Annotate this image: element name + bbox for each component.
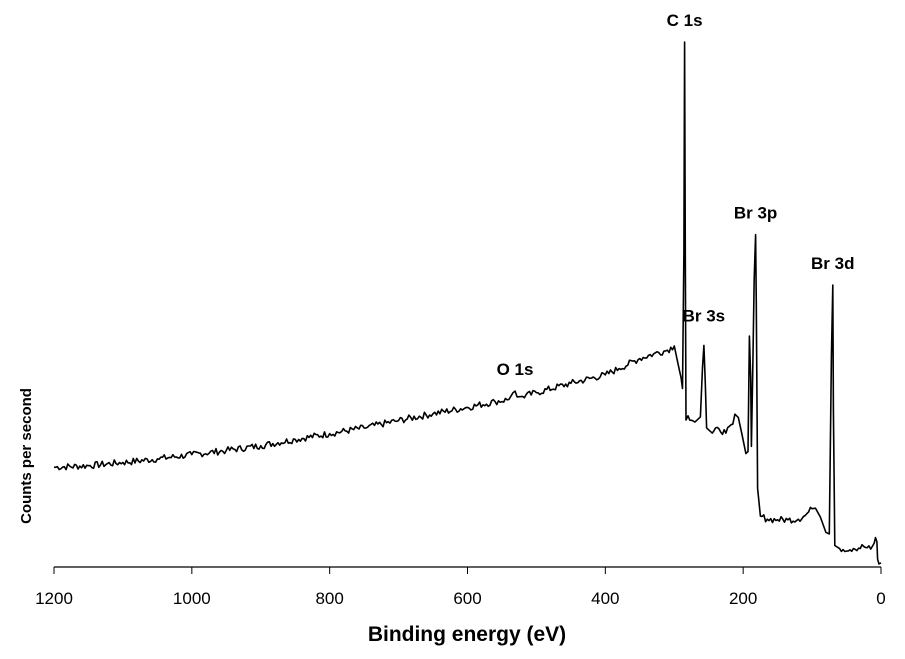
x-tick-label: 1000 <box>173 589 211 608</box>
x-axis-tick-labels: 1200 1000 800 600 400 200 0 <box>35 589 886 608</box>
spectrum-line <box>53 41 882 565</box>
peak-label-o-1s: O 1s <box>497 360 534 379</box>
y-axis-label: Counts per second <box>18 388 35 524</box>
x-axis-label: Binding energy (eV) <box>368 623 566 646</box>
peak-label-br-3d: Br 3d <box>811 254 854 273</box>
x-tick-label: 800 <box>315 589 343 608</box>
x-axis-ticks <box>53 567 882 574</box>
x-tick-label: 200 <box>729 589 757 608</box>
peak-label-br-3p: Br 3p <box>734 204 777 223</box>
x-tick-label: 600 <box>453 589 481 608</box>
peak-label-br-3s: Br 3s <box>683 306 726 325</box>
x-tick-label: 400 <box>591 589 619 608</box>
x-tick-label: 0 <box>876 589 885 608</box>
x-tick-label: 1200 <box>35 589 73 608</box>
peak-label-c-1s: C 1s <box>667 11 703 30</box>
peak-annotations: O 1s C 1s Br 3s Br 3p Br 3d <box>497 11 855 379</box>
